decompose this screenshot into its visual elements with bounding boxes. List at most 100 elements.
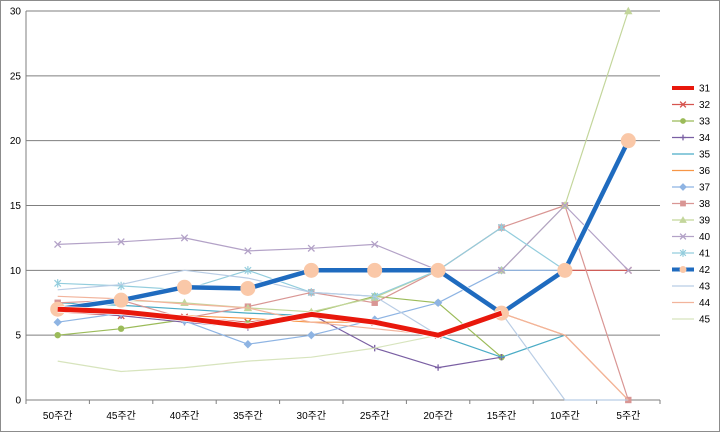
- data-point: [177, 279, 192, 295]
- legend: 31 32 33 34 35 36 37 38 39 40 41 42 43 44 45: [672, 84, 711, 326]
- legend-item-40: 40: [672, 232, 711, 243]
- legend-item-43: 43: [672, 282, 711, 293]
- x-tick-label: 25주간: [360, 410, 390, 422]
- legend-label: 36: [699, 166, 711, 177]
- data-point: [371, 299, 378, 306]
- data-point: [430, 262, 446, 278]
- data-point: [303, 262, 319, 278]
- legend-label: 32: [699, 100, 711, 111]
- y-tick-label: 0: [15, 396, 21, 407]
- legend-item-38: 38: [672, 199, 711, 210]
- legend-label: 33: [699, 117, 711, 128]
- data-point: [557, 262, 573, 278]
- x-tick-label: 15주간: [487, 410, 517, 422]
- legend-marker: [679, 266, 687, 273]
- legend-item-39: 39: [672, 216, 711, 227]
- data-point: [54, 240, 62, 249]
- y-tick-label: 5: [15, 331, 21, 342]
- data-point: [371, 240, 379, 249]
- legend-label: 37: [699, 183, 711, 194]
- legend-item-34: 34: [672, 133, 711, 144]
- legend-label: 34: [699, 133, 711, 144]
- legend-item-37: 37: [672, 183, 711, 194]
- x-tick-label: 10주간: [550, 410, 580, 422]
- legend-label: 35: [699, 150, 711, 161]
- data-point: [624, 6, 633, 15]
- data-point: [53, 318, 62, 327]
- y-tick-label: 25: [10, 71, 22, 82]
- legend-label: 42: [699, 265, 711, 276]
- y-tick-label: 20: [10, 136, 22, 147]
- series-group: [50, 6, 636, 404]
- data-point: [117, 238, 125, 246]
- series-line: [57, 306, 503, 338]
- y-tick-label: 10: [10, 266, 22, 277]
- data-point: [624, 266, 632, 274]
- data-point: [679, 183, 687, 191]
- legend-item-35: 35: [672, 150, 711, 161]
- series-44: [57, 295, 629, 401]
- legend-label: 40: [699, 232, 711, 243]
- data-point: [679, 216, 687, 223]
- data-point: [180, 234, 189, 242]
- data-point: [679, 101, 687, 108]
- data-point: [680, 200, 686, 207]
- axes: 0 5 10 15 20 25 30 50주간 45주간 40주간 35주간 30주간 25주간 20주간…: [10, 7, 661, 422]
- data-point: [243, 340, 253, 349]
- x-tick-label: 20주간: [423, 410, 453, 422]
- legend-label: 45: [699, 315, 711, 326]
- data-point: [54, 331, 61, 339]
- legend-label: 43: [699, 282, 711, 293]
- x-tick-label: 45주간: [106, 410, 136, 422]
- series-line: [57, 139, 631, 316]
- legend-item-33: 33: [672, 117, 711, 128]
- data-point: [497, 223, 506, 232]
- series-40: [54, 201, 632, 274]
- data-point: [620, 133, 636, 149]
- data-point: [680, 134, 686, 141]
- legend-item-41: 41: [672, 249, 711, 260]
- x-tick-label: 5주간: [616, 410, 640, 422]
- legend-label: 44: [699, 298, 711, 309]
- legend-label: 39: [699, 216, 711, 227]
- data-point: [244, 247, 252, 255]
- legend-item-36: 36: [672, 166, 711, 177]
- series-43: [57, 269, 629, 401]
- data-point: [561, 201, 569, 210]
- data-point: [113, 292, 129, 308]
- data-point: [434, 364, 442, 371]
- legend-item-32: 32: [672, 100, 711, 111]
- series-line: [57, 269, 629, 401]
- legend-label: 41: [699, 249, 711, 260]
- series-line: [57, 295, 629, 401]
- data-point: [307, 330, 316, 340]
- data-point: [54, 279, 62, 288]
- x-tick-label: 40주간: [170, 410, 200, 422]
- x-tick-label: 50주간: [43, 410, 73, 422]
- series-line: [57, 204, 629, 271]
- x-tick-label: 35주간: [233, 410, 263, 422]
- legend-item-31: 31: [672, 84, 711, 95]
- legend-label: 38: [699, 199, 711, 210]
- series-42: [50, 133, 636, 321]
- data-point: [240, 280, 256, 296]
- data-point: [117, 325, 125, 332]
- data-point: [433, 298, 443, 307]
- legend-item-44: 44: [672, 298, 711, 309]
- data-point: [497, 266, 506, 274]
- series-line: [57, 204, 629, 401]
- y-tick-label: 15: [10, 201, 22, 212]
- data-point: [367, 262, 383, 278]
- data-point: [679, 249, 687, 257]
- legend-item-42: 42: [672, 265, 711, 276]
- data-point: [680, 118, 686, 124]
- data-point: [307, 244, 315, 252]
- legend-label: 31: [699, 84, 711, 95]
- series-31: [57, 305, 503, 339]
- data-point: [244, 266, 252, 275]
- x-tick-label: 30주간: [297, 410, 327, 422]
- data-point: [679, 233, 687, 240]
